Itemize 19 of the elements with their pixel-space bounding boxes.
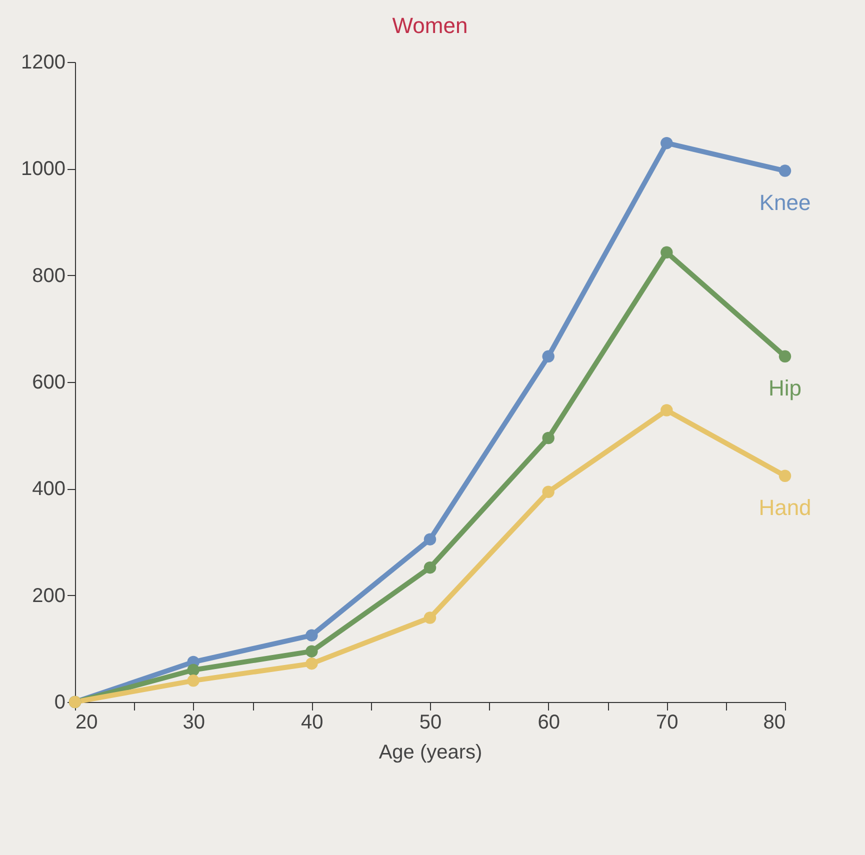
x-tick-label: 30	[182, 712, 205, 734]
x-tick-label: 20	[76, 712, 98, 734]
series-label: Hip	[768, 375, 802, 400]
y-tick-label: 0	[54, 692, 66, 714]
y-tick-label: 400	[32, 478, 66, 500]
y-tick-label: 800	[32, 264, 66, 287]
x-tick-label: 40	[301, 712, 324, 734]
y-tick-label: 1200	[21, 52, 66, 74]
y-tick-label: 600	[32, 372, 66, 394]
x-axis-title: Age (years)	[378, 742, 482, 764]
series-label: Hand	[758, 494, 812, 520]
y-tick-label: 200	[32, 584, 66, 607]
chart-title: Women	[392, 13, 468, 38]
x-tick-label: 80	[763, 712, 786, 734]
x-tick-label: 60	[538, 712, 560, 734]
x-tick-label: 50	[419, 712, 442, 734]
series-label: Knee	[759, 190, 811, 215]
x-tick-label: 70	[656, 712, 678, 734]
y-tick-label: 1000	[21, 158, 66, 180]
